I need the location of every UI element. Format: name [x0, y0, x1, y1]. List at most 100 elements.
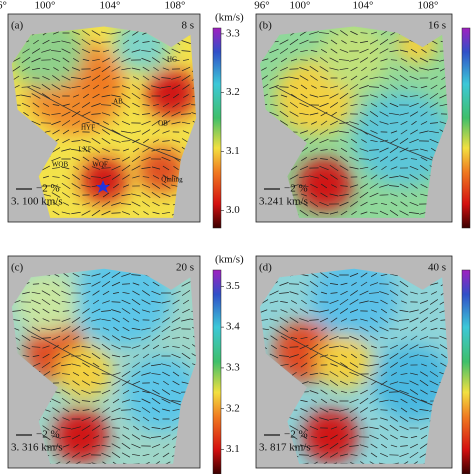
- anisotropy-bar: [350, 290, 358, 296]
- anisotropy-bar: [21, 344, 31, 350]
- anisotropy-bar: [279, 86, 289, 88]
- anisotropy-bar: [171, 326, 181, 332]
- anisotropy-bar: [31, 85, 41, 89]
- anisotropy-bar: [400, 290, 408, 296]
- anisotropy-bar: [141, 120, 151, 126]
- velocity-map: [259, 268, 449, 464]
- anisotropy-bar: [430, 327, 438, 331]
- anisotropy-bar: [310, 183, 318, 189]
- anisotropy-bar: [409, 95, 419, 97]
- anisotropy-bar: [289, 102, 299, 108]
- anisotropy-bar: [340, 290, 348, 296]
- anisotropy-bar: [153, 417, 159, 421]
- anisotropy-bar: [409, 149, 419, 151]
- anisotropy-bar: [113, 326, 119, 332]
- anisotropy-bar: [370, 452, 378, 458]
- anisotropy-bar: [162, 408, 170, 412]
- anisotropy-bar: [409, 166, 419, 170]
- anisotropy-bar: [411, 120, 417, 126]
- anisotropy-bar: [350, 462, 358, 464]
- anisotropy-bar: [401, 300, 407, 304]
- anisotropy-bar: [349, 309, 359, 313]
- anisotropy-bar: [72, 57, 80, 63]
- anisotropy-bar: [279, 325, 289, 333]
- anisotropy-bar: [161, 389, 171, 395]
- anisotropy-bar: [32, 308, 40, 314]
- anisotropy-bar: [300, 408, 308, 412]
- anisotropy-bar: [122, 317, 130, 323]
- region-label: OB: [158, 120, 168, 128]
- anisotropy-bar: [132, 102, 140, 108]
- anisotropy-bar: [151, 85, 161, 89]
- anisotropy-bar: [171, 121, 181, 125]
- anisotropy-bar: [399, 353, 409, 359]
- anisotropy-bar: [81, 416, 91, 422]
- anisotropy-bar: [389, 112, 399, 116]
- anisotropy-bar: [369, 212, 379, 214]
- anisotropy-bar: [300, 444, 308, 448]
- anisotropy-bar: [299, 344, 309, 350]
- anisotropy-bar: [172, 102, 180, 108]
- anisotropy-bar: [111, 344, 121, 350]
- anisotropy-bar: [142, 461, 150, 464]
- anisotropy-bar: [370, 345, 378, 349]
- anisotropy-bar: [21, 102, 31, 108]
- anisotropy-bar: [102, 75, 110, 81]
- scale-label: −2 %: [36, 429, 60, 441]
- anisotropy-bar: [379, 147, 389, 153]
- anisotropy-bar: [419, 345, 429, 349]
- anisotropy-bar: [31, 291, 41, 295]
- anisotropy-bar: [380, 308, 388, 314]
- anisotropy-bar: [409, 417, 419, 421]
- anisotropy-bar: [41, 112, 51, 116]
- anisotropy-bar: [111, 272, 121, 278]
- anisotropy-bar: [151, 427, 161, 429]
- anisotropy-bar: [111, 165, 121, 171]
- colorbar: [212, 27, 222, 229]
- anisotropy-bar: [142, 75, 150, 81]
- anisotropy-bar: [279, 355, 289, 357]
- anisotropy-bar: [112, 192, 120, 198]
- anisotropy-bar: [132, 282, 140, 286]
- anisotropy-bar: [81, 317, 91, 323]
- anisotropy-bar: [171, 84, 181, 90]
- anisotropy-bar: [81, 463, 91, 464]
- anisotropy-bar: [300, 201, 308, 207]
- anisotropy-bar: [339, 345, 349, 349]
- anisotropy-bar: [152, 281, 160, 287]
- anisotropy-bar: [330, 48, 338, 54]
- anisotropy-bar: [279, 363, 289, 367]
- anisotropy-bar: [329, 164, 339, 172]
- anisotropy-bar: [311, 85, 317, 89]
- anisotropy-bar: [132, 112, 140, 116]
- anisotropy-bar: [12, 75, 20, 81]
- anisotropy-bar: [269, 75, 279, 81]
- anisotropy-bar: [350, 344, 358, 350]
- anisotropy-bar: [280, 301, 288, 303]
- fault-line: [275, 329, 443, 410]
- anisotropy-bar: [151, 111, 161, 117]
- anisotropy-bar: [72, 408, 80, 412]
- anisotropy-bar: [400, 398, 408, 404]
- anisotropy-bar: [101, 343, 111, 351]
- anisotropy-bar: [72, 94, 80, 98]
- anisotropy-bar: [409, 344, 419, 350]
- anisotropy-bar: [42, 318, 50, 322]
- reference-velocity: 3.241 km/s: [259, 196, 308, 208]
- anisotropy-bar: [41, 298, 51, 306]
- anisotropy-bar: [172, 93, 180, 99]
- anisotropy-bar: [400, 121, 408, 125]
- anisotropy-bar: [71, 77, 81, 79]
- anisotropy-bar: [330, 434, 338, 440]
- anisotropy-bar: [141, 309, 151, 313]
- anisotropy-bar: [309, 280, 319, 288]
- anisotropy-bar: [349, 184, 359, 188]
- anisotropy-bar: [310, 407, 318, 413]
- anisotropy-bar: [101, 31, 111, 35]
- anisotropy-bar: [121, 156, 131, 162]
- anisotropy-bar: [380, 371, 388, 377]
- anisotropy-bar: [141, 50, 151, 52]
- anisotropy-bar: [321, 327, 327, 331]
- anisotropy-bar: [112, 435, 120, 439]
- anisotropy-bar: [359, 40, 369, 44]
